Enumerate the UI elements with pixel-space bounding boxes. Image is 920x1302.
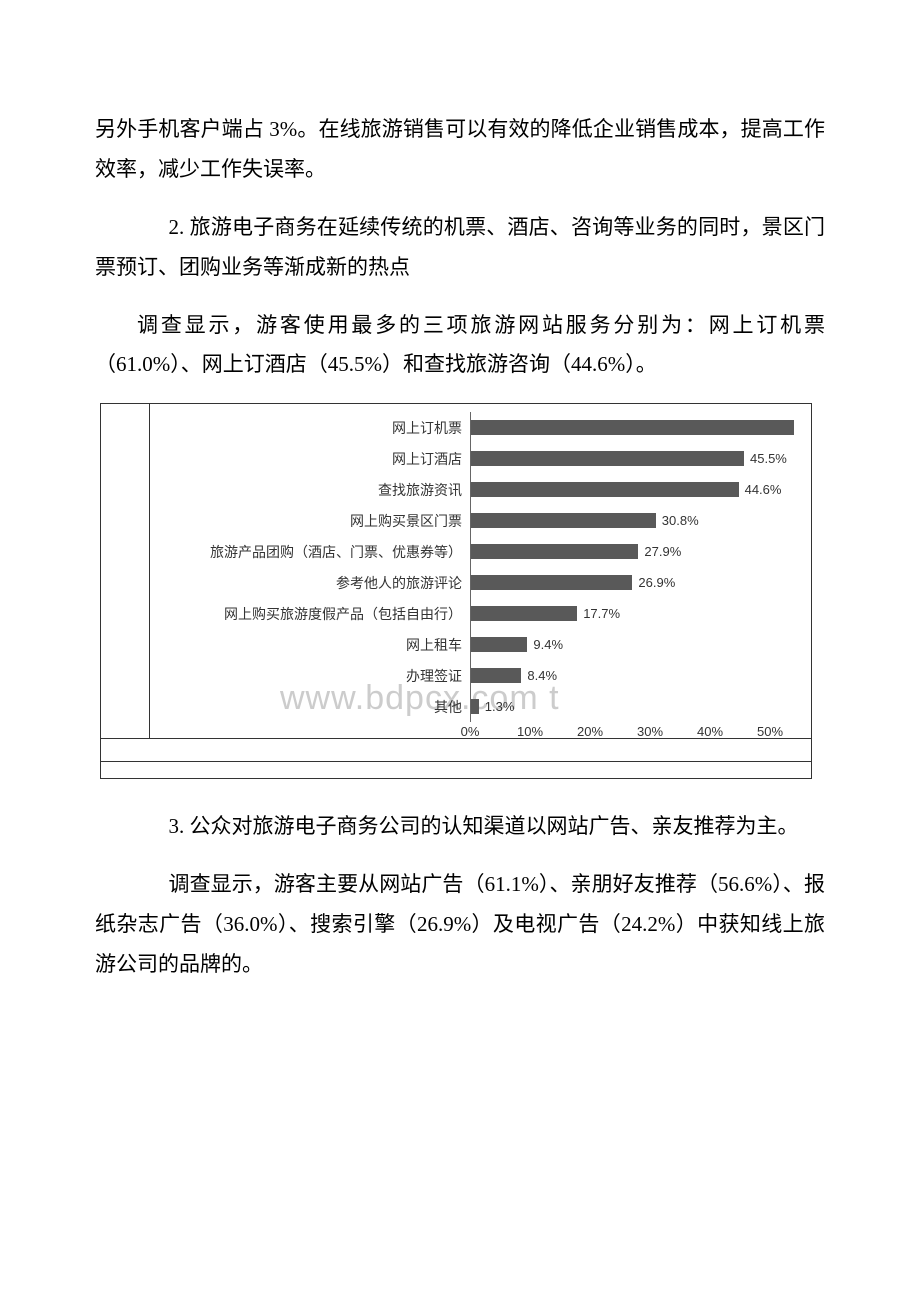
- chart-category-label: 旅游产品团购（酒店、门票、优惠券等）: [150, 542, 470, 562]
- chart-bar: [471, 513, 656, 528]
- chart-bar-track: 8.4%: [470, 660, 800, 691]
- chart-category-label: 其他: [150, 697, 470, 717]
- chart-bar: [471, 699, 479, 714]
- chart-bar-track: 44.6%: [470, 474, 800, 505]
- chart-category-label: 网上购买景区门票: [150, 511, 470, 531]
- chart-footer: [101, 738, 811, 778]
- chart-bar-track: 27.9%: [470, 536, 800, 567]
- chart-row: 网上租车 9.4%: [150, 629, 811, 660]
- chart-value-label: 1.3%: [485, 699, 515, 714]
- chart-row: 参考他人的旅游评论 26.9%: [150, 567, 811, 598]
- chart-bar: [471, 482, 739, 497]
- chart-value-label: 26.9%: [638, 575, 675, 590]
- chart-category-label: 网上订机票: [150, 418, 470, 438]
- chart-bar: [471, 575, 632, 590]
- chart-category-label: 参考他人的旅游评论: [150, 573, 470, 593]
- chart-bar: [471, 637, 527, 652]
- chart-row: 办理签证 8.4%: [150, 660, 811, 691]
- chart-category-label: 网上订酒店: [150, 449, 470, 469]
- paragraph-4: 3. 公众对旅游电子商务公司的认知渠道以网站广告、亲友推荐为主。: [95, 807, 825, 847]
- services-bar-chart: www.bdpcx.com t 网上订机票网上订酒店45.5%查找旅游资讯44.…: [100, 403, 812, 779]
- chart-row: 网上购买旅游度假产品（包括自由行） 17.7%: [150, 598, 811, 629]
- chart-value-label: 44.6%: [745, 482, 782, 497]
- chart-row: 查找旅游资讯 44.6%: [150, 474, 811, 505]
- chart-value-label: 17.7%: [583, 606, 620, 621]
- chart-value-label: 45.5%: [750, 451, 787, 466]
- chart-plot-area: www.bdpcx.com t 网上订机票网上订酒店45.5%查找旅游资讯44.…: [149, 404, 811, 738]
- chart-row: 网上订机票: [150, 412, 811, 443]
- chart-bar: [471, 544, 638, 559]
- chart-bar-track: 26.9%: [470, 567, 800, 598]
- chart-bar: [471, 668, 521, 683]
- chart-bar-track: 17.7%: [470, 598, 800, 629]
- chart-value-label: 30.8%: [662, 513, 699, 528]
- chart-category-label: 查找旅游资讯: [150, 480, 470, 500]
- chart-row: 旅游产品团购（酒店、门票、优惠券等） 27.9%: [150, 536, 811, 567]
- chart-bar-track: [470, 412, 800, 443]
- chart-row: 网上订酒店 45.5%: [150, 443, 811, 474]
- chart-bar-track: 1.3%: [470, 691, 800, 722]
- chart-category-label: 网上租车: [150, 635, 470, 655]
- chart-category-label: 办理签证: [150, 666, 470, 686]
- chart-value-label: 27.9%: [644, 544, 681, 559]
- chart-bar: [471, 420, 794, 435]
- chart-category-label: 网上购买旅游度假产品（包括自由行）: [150, 604, 470, 624]
- chart-bar: [471, 451, 744, 466]
- paragraph-3: 调查显示，游客使用最多的三项旅游网站服务分别为：网上订机票（61.0%）、网上订…: [95, 306, 825, 386]
- chart-row: 网上购买景区门票 30.8%: [150, 505, 811, 536]
- paragraph-2: 2. 旅游电子商务在延续传统的机票、酒店、咨询等业务的同时，景区门票预订、团购业…: [95, 208, 825, 288]
- chart-bar: [471, 606, 577, 621]
- chart-row: 其他 1.3%: [150, 691, 811, 722]
- chart-value-label: 8.4%: [527, 668, 557, 683]
- paragraph-1: 另外手机客户端占 3%。在线旅游销售可以有效的降低企业销售成本，提高工作效率，减…: [95, 110, 825, 190]
- chart-bar-track: 30.8%: [470, 505, 800, 536]
- chart-bar-track: 45.5%: [470, 443, 800, 474]
- paragraph-5: 调查显示，游客主要从网站广告（61.1%）、亲朋好友推荐（56.6%）、报纸杂志…: [95, 865, 825, 985]
- chart-value-label: 9.4%: [533, 637, 563, 652]
- chart-bar-track: 9.4%: [470, 629, 800, 660]
